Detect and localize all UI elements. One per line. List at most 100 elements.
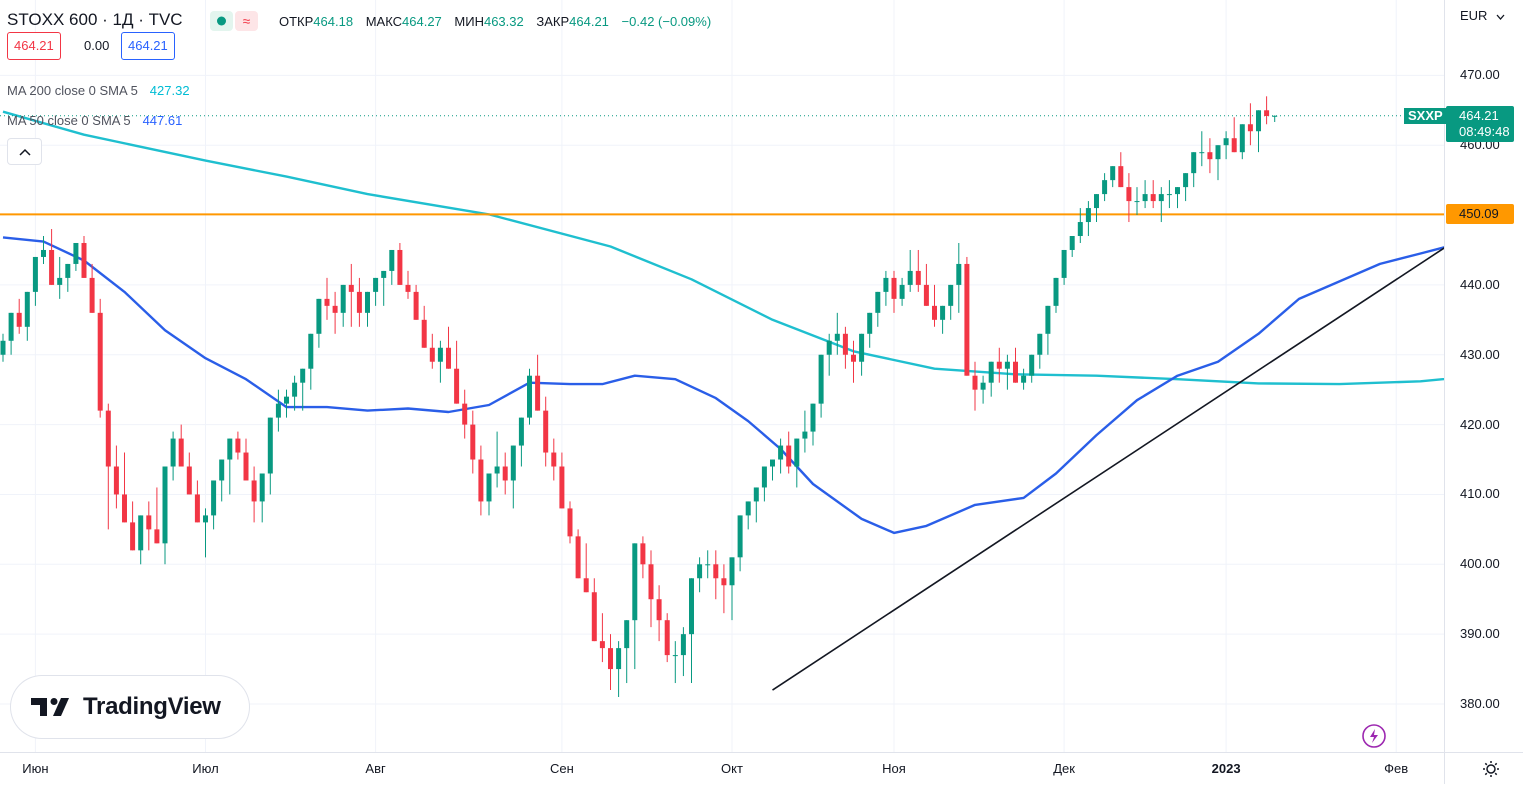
candle-body [194,494,200,523]
candle-body [316,298,322,334]
candle-body [429,347,435,362]
candle-body [648,564,654,600]
candle-body [1150,194,1156,202]
candle-body [227,438,233,460]
candle-body [713,564,719,579]
candle-body [956,263,962,285]
candle-body [259,473,265,502]
candle-body [178,438,184,467]
delayed-data-indicator[interactable]: ≈ [235,11,258,31]
candle-body [1102,180,1108,195]
trendline [772,247,1444,691]
last-price-value: 464.21 [1459,107,1499,123]
candle-body [559,466,565,509]
candle-body [340,284,346,313]
price-axis[interactable]: EUR 470.00 460.00 440.00 430.00 420.00 410.00… [1404,0,1523,752]
high-label: МАКС [365,14,403,29]
candle-body [470,424,476,460]
time-tick-label: Фев [1384,761,1409,776]
candle-body [8,312,14,341]
candle-body [923,284,929,306]
candle-body [583,578,589,593]
symbol-tag: SXXP [1404,107,1447,124]
candle-body [867,312,873,334]
candle-body [113,466,119,495]
candle-body [57,277,63,285]
candle-body [16,312,22,327]
candle-body [324,298,330,306]
candle-body [672,655,678,657]
candle-body [454,368,460,404]
ma200-label: MA 200 close 0 SMA 5 [7,83,138,98]
price-tick-label: 440.00 [1460,276,1500,292]
candle-body [1126,187,1132,202]
candle-body [988,361,994,383]
ma200-line [2,110,1444,386]
candle-body [972,375,978,390]
candle-body [365,291,370,313]
candle-body [1175,187,1180,195]
time-tick-label: Июн [22,761,49,776]
open-value: 464.18 [313,14,354,29]
candle-body [1239,124,1245,153]
candle-body [1061,249,1067,278]
candle-body [705,564,711,566]
candle-body [243,452,249,481]
candle-body [1207,152,1213,160]
price-chart[interactable] [0,0,1444,752]
candle-body [446,347,451,369]
candle-body [737,515,743,558]
buy-button[interactable]: 464.21 [121,32,175,60]
collapse-legend-button[interactable] [7,138,42,165]
candle-body [753,487,759,502]
candle-body [235,438,241,453]
tradingview-logo[interactable]: TradingView [11,676,249,738]
candle-body [49,249,55,285]
candle-body [1085,208,1091,223]
ma50-legend[interactable]: MA 50 close 0 SMA 5 447.61 [7,113,182,128]
candle-body [1166,194,1172,196]
time-tick-label: Окт [721,761,743,776]
candle-body [761,466,767,488]
currency-selector[interactable]: EUR [1460,8,1505,23]
market-status-dot-icon [217,16,226,26]
ma200-legend[interactable]: MA 200 close 0 SMA 5 427.32 [7,83,190,98]
candle-body [518,417,524,446]
candle-body [1158,194,1164,202]
candle-body [567,508,573,537]
candle-body [1142,194,1148,202]
candle-body [203,515,208,523]
gear-icon[interactable] [1445,753,1523,784]
chevron-up-icon [18,148,31,156]
candle-body [462,403,468,425]
chart-pane[interactable]: STOXX 600 · 1Д · TVC ≈ ОТКР464.18 МАКС46… [0,0,1444,752]
symbol-title[interactable]: STOXX 600 · 1Д · TVC [7,10,183,29]
market-open-indicator[interactable] [210,11,233,31]
candle-body [41,249,46,257]
candle-body [1004,361,1010,369]
candle-body [624,620,630,649]
low-label: МИН [454,14,484,29]
axis-settings-corner[interactable] [1444,752,1523,784]
price-tick-label: 410.00 [1460,486,1500,502]
candle-body [0,340,6,355]
replay-button[interactable] [1361,723,1387,752]
candle-body [891,277,897,299]
candle-body [381,270,387,278]
candle-body [308,333,314,369]
candle-body [170,438,176,467]
time-tick-label: Авг [365,761,386,776]
candle-body [802,431,808,439]
candle-body [818,354,824,404]
ohlc-values: ОТКР464.18 МАКС464.27 МИН463.32 ЗАКР464.… [279,14,720,29]
candle-body [770,459,775,467]
price-tick-label: 380.00 [1460,696,1500,711]
candle-body [689,578,694,635]
candle-body [964,263,970,376]
candle-body [826,340,832,355]
candle-body [932,305,937,320]
candle-body [1021,375,1027,383]
time-axis[interactable]: ИюнИюлАвгСенОктНояДек2023ФевМар [0,752,1444,784]
sell-button[interactable]: 464.21 [7,32,61,60]
candle-body [105,410,111,467]
